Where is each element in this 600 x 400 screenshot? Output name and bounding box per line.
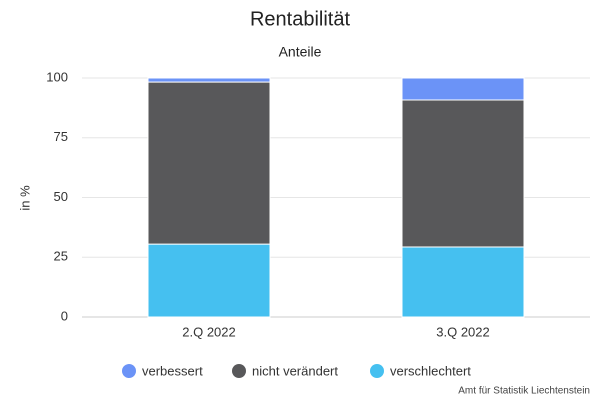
legend-marker xyxy=(122,364,136,378)
chart-title: Rentabilität xyxy=(250,8,351,30)
legend-marker xyxy=(370,364,384,378)
bar-segment xyxy=(147,77,271,83)
bar-segment xyxy=(147,81,271,245)
bar-segment xyxy=(401,246,525,318)
bar-segment xyxy=(401,77,525,101)
bar-segment xyxy=(401,99,525,248)
credit: Amt für Statistik Liechtenstein xyxy=(458,386,590,397)
chart-subtitle: Anteile xyxy=(279,44,322,60)
legend-marker xyxy=(232,364,246,378)
legend-label: nicht verändert xyxy=(252,363,338,378)
y-tick-label: 100 xyxy=(46,69,68,84)
y-tick-label: 25 xyxy=(54,249,68,264)
legend-label: verbessert xyxy=(142,363,203,378)
bar-segment xyxy=(147,243,271,318)
y-tick-label: 0 xyxy=(61,308,68,323)
y-axis-label: in % xyxy=(17,185,32,211)
y-tick-label: 50 xyxy=(54,189,68,204)
y-tick-label: 75 xyxy=(54,129,68,144)
legend-label: verschlechtert xyxy=(390,363,471,378)
x-tick-label: 3.Q 2022 xyxy=(436,324,490,339)
x-tick-label: 2.Q 2022 xyxy=(182,324,236,339)
